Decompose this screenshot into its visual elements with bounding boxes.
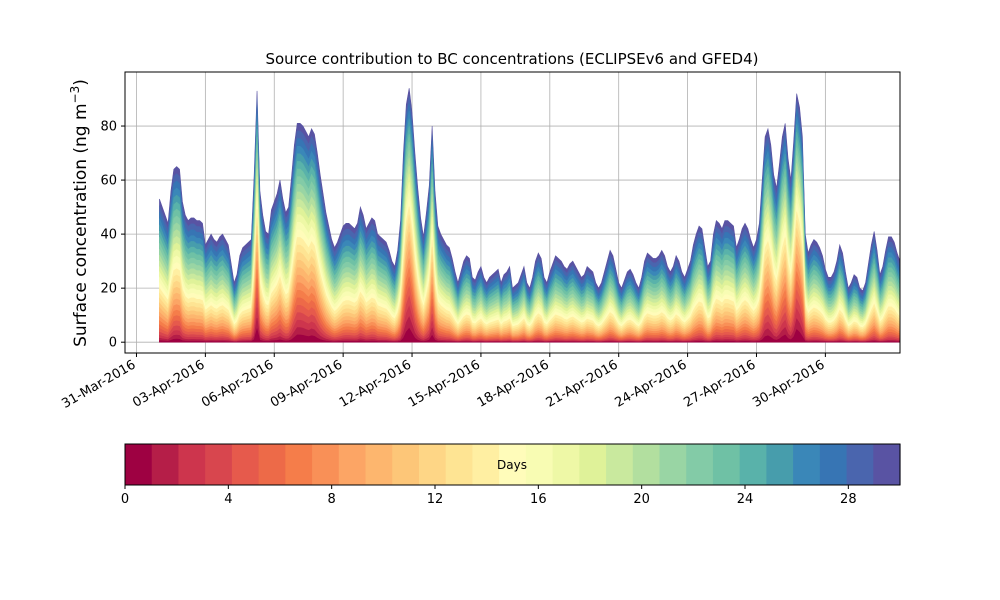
- x-tick-label: 21-Apr-2016: [544, 357, 621, 410]
- colorbar-ticks: 0 4 8 12 16 20 24 28: [121, 485, 857, 507]
- colorbar-tick-label: 24: [737, 492, 754, 507]
- area-band-day-11: [159, 223, 900, 343]
- area-band-day-3: [159, 295, 900, 343]
- area-band-day-10: [159, 231, 900, 343]
- x-tick-label: 27-Apr-2016: [681, 357, 758, 410]
- area-band-day-0: [159, 327, 900, 343]
- x-tick-label: 24-Apr-2016: [612, 357, 689, 410]
- colorbar-tick-label: 16: [530, 492, 547, 507]
- colorbar-swatch-3: [205, 444, 233, 485]
- colorbar-swatch-12: [445, 444, 474, 485]
- x-axis-ticks: 31-Mar-201603-Apr-201606-Apr-201609-Apr-…: [59, 353, 827, 412]
- area-band-day-2: [159, 305, 900, 343]
- colorbar-swatch-25: [793, 444, 821, 485]
- x-tick-label: 18-Apr-2016: [475, 357, 552, 410]
- colorbar-swatch-20: [659, 444, 687, 485]
- plot-frame: [124, 71, 901, 354]
- colorbar-tick-label: 0: [121, 492, 129, 507]
- colorbar-swatch-18: [606, 444, 634, 485]
- colorbar-swatch-17: [579, 444, 607, 485]
- x-tick-label: 06-Apr-2016: [199, 357, 276, 410]
- colorbar-swatch-21: [686, 444, 714, 485]
- colorbar-tick-label: 28: [840, 492, 857, 507]
- colorbar-swatch-8: [338, 444, 367, 485]
- colorbar-swatch-14: [499, 444, 527, 485]
- colorbar: [125, 444, 901, 485]
- colorbar-swatch-15: [525, 444, 554, 485]
- colorbar-swatch-19: [632, 444, 661, 485]
- x-tick-label: 03-Apr-2016: [130, 357, 207, 410]
- colorbar-swatch-10: [392, 444, 420, 485]
- colorbar-swatch-16: [552, 444, 580, 485]
- colorbar-swatch-13: [472, 444, 500, 485]
- x-tick-label: 31-Mar-2016: [59, 357, 138, 411]
- x-tick-label: 12-Apr-2016: [337, 357, 414, 410]
- y-tick-label: 20: [100, 282, 117, 297]
- colorbar-swatch-11: [418, 444, 447, 485]
- colorbar-tick-label: 20: [633, 492, 650, 507]
- colorbar-frame: [124, 443, 901, 486]
- colorbar-swatch-9: [365, 444, 393, 485]
- stacked-areas: [159, 88, 900, 343]
- colorbar-swatch-7: [312, 444, 340, 485]
- x-tick-label: 30-Apr-2016: [750, 357, 827, 410]
- y-tick-label: 60: [100, 174, 117, 189]
- y-tick-label: 0: [109, 336, 117, 351]
- colorbar-label: Days: [497, 458, 527, 472]
- colorbar-swatch-22: [712, 444, 741, 485]
- colorbar-swatch-1: [151, 444, 180, 485]
- colorbar-tick-label: 12: [427, 492, 444, 507]
- area-band-day-4: [159, 286, 900, 343]
- area-band-day-5: [159, 276, 900, 343]
- colorbar-swatch-24: [766, 444, 794, 485]
- chart-title: Source contribution to BC concentrations…: [265, 50, 758, 68]
- y-axis-ticks: 0 20 40 60 80: [100, 120, 125, 351]
- colorbar-tick-label: 8: [328, 492, 336, 507]
- colorbar-swatch-28: [873, 444, 901, 485]
- colorbar-swatch-2: [178, 444, 206, 485]
- y-tick-label: 40: [100, 228, 117, 243]
- colorbar-swatch-6: [285, 444, 313, 485]
- colorbar-tick-label: 4: [224, 492, 232, 507]
- colorbar-swatch-5: [258, 444, 286, 485]
- y-tick-label: 80: [100, 120, 117, 135]
- colorbar-swatch-23: [739, 444, 767, 485]
- colorbar-swatch-27: [846, 444, 874, 485]
- colorbar-swatch-0: [125, 444, 153, 485]
- y-axis-label: Surface concentration (ng m−3): [68, 79, 91, 347]
- colorbar-swatch-4: [231, 444, 260, 485]
- x-tick-label: 09-Apr-2016: [268, 357, 345, 410]
- area-band-day-1: [159, 316, 900, 343]
- x-tick-label: 15-Apr-2016: [406, 357, 483, 410]
- colorbar-swatch-26: [819, 444, 848, 485]
